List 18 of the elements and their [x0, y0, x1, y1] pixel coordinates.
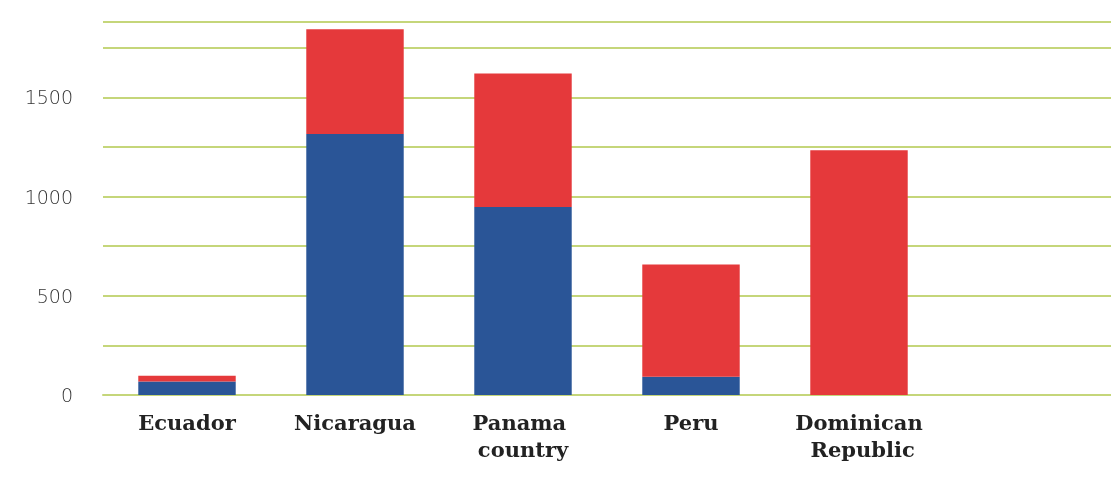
bar [642, 264, 740, 377]
x-tick-label: Ecuador [138, 410, 237, 435]
y-tick-label: 1500 [24, 86, 73, 109]
bar [642, 376, 740, 395]
x-tick-label: Peru [663, 410, 719, 435]
x-tick-label: Dominican Republic [795, 410, 923, 462]
x-tick-label: Panama country [472, 410, 574, 462]
bar [474, 206, 572, 395]
bar [474, 73, 572, 207]
bar [138, 381, 236, 395]
bar [306, 29, 404, 134]
bar [138, 375, 236, 382]
y-tick-label: 0 [60, 384, 73, 406]
bar [306, 133, 404, 395]
y-tick-label: 500 [36, 284, 73, 307]
bar [810, 150, 908, 395]
x-tick-label: Nicaragua [294, 410, 417, 435]
y-tick-label: 1000 [24, 185, 73, 208]
